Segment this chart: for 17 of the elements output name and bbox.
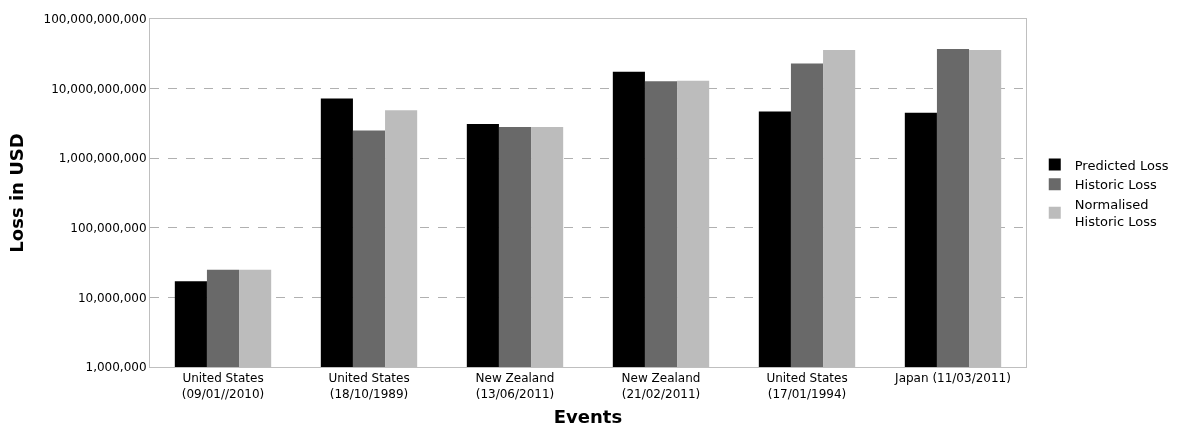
x-tick-label: United States (09/01//2010) [181,371,265,401]
y-tick-label: 100,000,000,000 [43,12,147,27]
y-tick-label: 10,000,000 [77,290,147,305]
legend-label: Predicted Loss [1074,157,1169,173]
y-tick-label: 10,000,000,000 [51,81,147,96]
x-tick-label: New Zealand (13/06/2011) [475,371,555,401]
y-tick-label: 1,000,000,000 [58,151,147,166]
y-axis-title: Loss in USD [5,133,27,253]
x-tick-label: New Zealand (21/02/2011) [621,371,701,401]
x-tick-label: United States (18/10/1989) [328,371,410,401]
x-axis-title: Events [553,406,623,428]
legend-label: Normalised Historic Loss [1074,197,1157,230]
x-tick-label: Japan (11/03/2011) [894,371,1011,386]
y-tick-label: 1,000,000 [85,360,147,375]
x-tick-label: United States (17/01/1994) [766,371,848,401]
y-tick-label: 100,000,000 [70,221,147,235]
legend-label: Historic Loss [1074,177,1157,193]
